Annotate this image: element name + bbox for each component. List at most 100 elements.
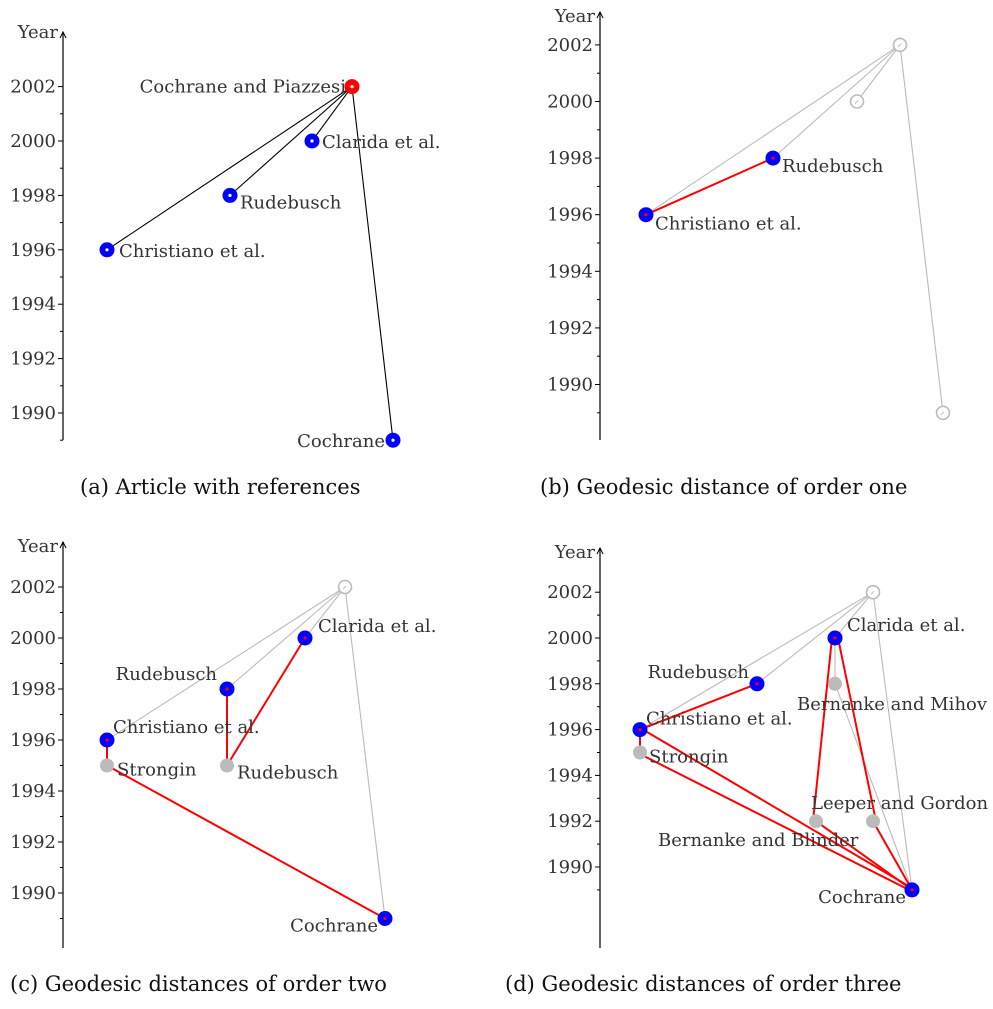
y-axis-tick-label: 1990 [10, 403, 56, 424]
y-axis-tick-label: 1996 [10, 730, 56, 751]
y-axis-tick-label: 1990 [10, 883, 56, 904]
node-center-dot [303, 636, 306, 639]
node-center-dot [350, 85, 353, 88]
panel-article-with-references: Year 1990 1992 1994 1996 1998 2000 2002 Cochrane… [0, 0, 490, 510]
y-axis-tick-label: 1998 [547, 148, 593, 169]
node-label: Cochrane and Piazzesi [140, 77, 347, 98]
node-center-dot [225, 687, 228, 690]
node-label: Cochrane [297, 431, 385, 452]
y-axis-tick-label: 1996 [547, 720, 593, 741]
node-center-dot [638, 728, 641, 731]
node-label: Strongin [649, 747, 729, 768]
y-axis-tick-label: 1996 [10, 240, 56, 261]
caption-a: (a) Article with references [80, 475, 360, 499]
node-label: Rudebusch [782, 156, 884, 177]
y-axis-tick-label: 2002 [547, 35, 593, 56]
geodesic-path-edge [646, 158, 773, 215]
node-center-dot [105, 248, 108, 251]
panel-geodesic-order-two: Year 1990 1992 1994 1996 1998 2000 2002 Clarida … [0, 530, 490, 1009]
citation-edge [646, 45, 900, 215]
article-node-indirect [866, 814, 880, 828]
y-axis-tick-label: 2000 [10, 628, 56, 649]
y-axis-tick-label: 2000 [547, 628, 593, 649]
caption-b: (b) Geodesic distance of order one [540, 475, 907, 499]
node-label: Christiano et al. [113, 717, 260, 738]
geodesic-path-edge [227, 638, 305, 766]
y-axis-tick-label: 1994 [547, 261, 593, 282]
y-axis-tick-label: 2000 [10, 131, 56, 152]
panel-geodesic-order-three: Year 1990 1992 1994 1996 1998 2000 2002 Clarida … [500, 530, 993, 1009]
y-axis-title: Year [554, 6, 596, 27]
citation-graph-a: Year 1990 1992 1994 1996 1998 2000 2002 Cochrane… [0, 0, 490, 450]
node-center-dot [228, 194, 231, 197]
node-label: Rudebusch [648, 662, 750, 683]
citation-edge [857, 45, 900, 102]
node-label: Clarida et al. [318, 616, 436, 637]
article-node-indirect [100, 759, 114, 773]
article-node-indirect [828, 677, 842, 691]
citation-edge [773, 45, 900, 158]
panel-geodesic-order-one: Year 1990 1992 1994 1996 1998 2000 2002 Rudebusc… [500, 0, 993, 510]
citation-edge [900, 45, 943, 413]
y-axis-tick-label: 1994 [547, 765, 593, 786]
node-center-dot [910, 888, 913, 891]
y-axis-tick-label: 1990 [547, 375, 593, 396]
node-label: Strongin [117, 760, 197, 781]
y-axis-tick-label: 1996 [547, 205, 593, 226]
y-axis-title: Year [17, 536, 59, 557]
citation-edge [107, 87, 352, 250]
y-axis-tick-label: 1992 [10, 832, 56, 853]
citation-edge [873, 592, 912, 890]
node-center-dot [310, 139, 313, 142]
y-axis-tick-label: 1998 [10, 185, 56, 206]
y-axis-tick-label: 1994 [10, 294, 56, 315]
geodesic-path-edge [873, 821, 912, 890]
nodes: Rudebusch Christiano et al. [639, 38, 950, 419]
caption-c: (c) Geodesic distances of order two [10, 972, 387, 996]
node-center-dot [644, 213, 647, 216]
nodes: Clarida et al. Rudebusch Bernanke and Miho… [633, 586, 989, 908]
node-label: Bernanke and Mihov [797, 694, 988, 715]
node-label: Christiano et al. [119, 241, 266, 262]
node-label: Clarida et al. [847, 615, 965, 636]
node-center-dot [771, 157, 774, 160]
node-label: Christiano et al. [655, 214, 802, 235]
y-axis-title: Year [17, 22, 59, 43]
article-node-indirect [809, 814, 823, 828]
node-label: Cochrane [290, 916, 378, 937]
nodes: Cochrane and Piazzesi Clarida et al. Rudeb… [100, 77, 441, 453]
y-axis-tick-label: 1992 [547, 318, 593, 339]
article-node-indirect [220, 759, 234, 773]
y-axis-tick-label: 2002 [547, 582, 593, 603]
node-label: Leeper and Gordon [811, 793, 989, 814]
y-axis-title: Year [554, 542, 596, 563]
citation-graph-d: Year 1990 1992 1994 1996 1998 2000 2002 Clarida … [500, 530, 993, 950]
node-label: Rudebusch [240, 192, 342, 213]
node-center-dot [833, 636, 836, 639]
node-label: Rudebusch [116, 664, 218, 685]
citation-edge [227, 587, 345, 689]
node-center-dot [105, 738, 108, 741]
y-axis-tick-label: 1990 [547, 857, 593, 878]
y-axis-tick-label: 1992 [10, 349, 56, 370]
y-axis-tick-label: 1994 [10, 781, 56, 802]
citation-edge [757, 592, 873, 684]
citation-graph-c: Year 1990 1992 1994 1996 1998 2000 2002 Clarida … [0, 530, 490, 950]
y-axis-tick-label: 1998 [10, 679, 56, 700]
node-center-dot [391, 439, 394, 442]
node-center-dot [383, 917, 386, 920]
caption-d: (d) Geodesic distances of order three [505, 972, 901, 996]
node-label: Clarida et al. [322, 132, 440, 153]
geodesic-path-edge [107, 766, 385, 919]
citation-graph-b: Year 1990 1992 1994 1996 1998 2000 2002 Rudebusc… [500, 0, 993, 450]
node-label: Cochrane [818, 887, 906, 908]
node-label: Christiano et al. [646, 709, 793, 730]
node-center-dot [755, 682, 758, 685]
node-label: Bernanke and Blinder [658, 830, 859, 851]
node-label: Rudebusch [237, 763, 339, 784]
y-axis-tick-label: 2002 [10, 77, 56, 98]
y-axis-tick-label: 1998 [547, 674, 593, 695]
nodes: Clarida et al. Rudebusch Christiano et al.… [100, 581, 437, 937]
y-axis-tick-label: 2002 [10, 577, 56, 598]
article-node-indirect [633, 746, 647, 760]
